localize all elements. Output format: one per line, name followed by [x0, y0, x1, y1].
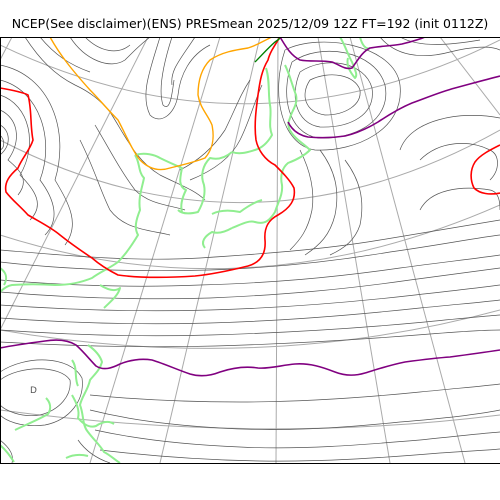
coastlines	[0, 37, 371, 463]
map-title: NCEP(See disclaimer)(ENS) PRESmean 2025/…	[11, 16, 489, 31]
contour-red	[0, 37, 500, 279]
contour-purple	[0, 37, 500, 377]
low-center-marker: D	[30, 386, 37, 396]
contour-orange	[49, 37, 273, 171]
forecast-map: D	[0, 37, 500, 463]
longitude-lines	[0, 37, 500, 463]
